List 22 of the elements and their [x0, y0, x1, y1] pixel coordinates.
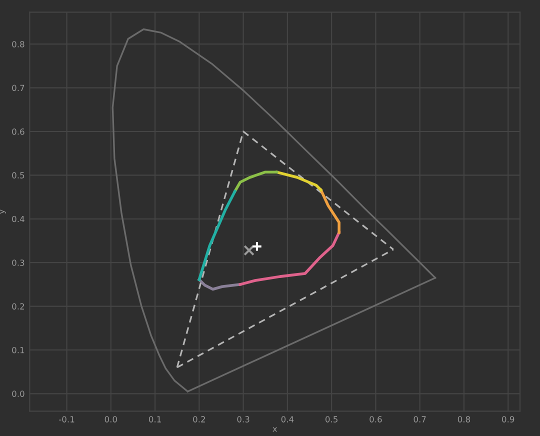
y-tick-label: 0.1 [12, 346, 24, 354]
x-tick-label: 0.3 [237, 416, 250, 422]
x-tick-label: 0.4 [281, 416, 294, 422]
x-tick-label: -0.1 [59, 416, 74, 422]
x-tick-label: 0.5 [325, 416, 338, 422]
y-tick-label: 0.6 [12, 128, 24, 135]
y-tick-label: 0.8 [12, 41, 24, 48]
x-tick-label: 0.1 [148, 416, 161, 422]
y-axis-title: y [0, 209, 6, 214]
x-tick-label: 0.9 [502, 416, 514, 422]
x-tick-label: 0.2 [193, 416, 205, 422]
x-tick-label: 0.7 [414, 416, 426, 422]
x-tick-label: 0.6 [370, 416, 382, 422]
x-tick-label: 0.8 [458, 416, 470, 422]
y-tick-label: 0.2 [12, 303, 24, 310]
y-tick-label: 0.5 [12, 172, 24, 178]
y-tick-label: 0.4 [12, 216, 24, 222]
y-tick-label: 0.0 [12, 390, 24, 397]
y-tick-label: 0.7 [12, 84, 24, 92]
x-tick-label: 0.0 [104, 416, 117, 422]
y-tick-label: 0.3 [12, 260, 24, 266]
x-axis-title: x [272, 427, 278, 432]
